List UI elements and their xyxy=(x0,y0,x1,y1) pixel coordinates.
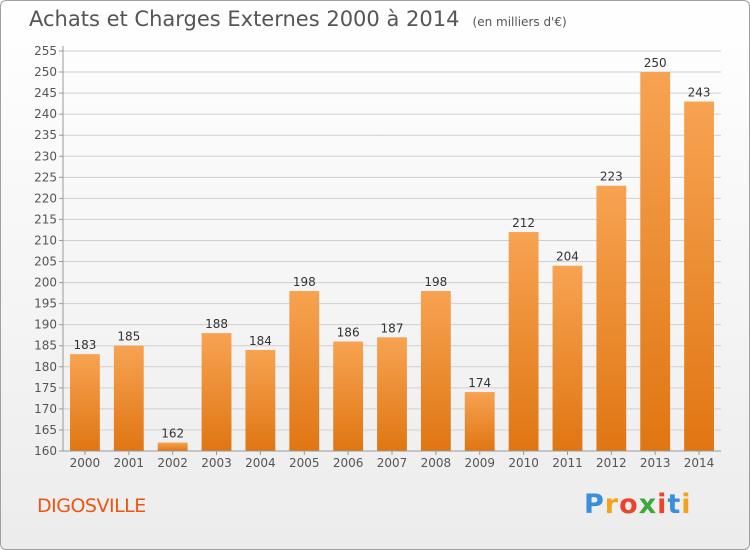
logo-letter: i xyxy=(657,489,668,520)
y-tick-label: 225 xyxy=(34,170,57,184)
bar-value-label: 183 xyxy=(73,338,96,352)
y-tick-label: 220 xyxy=(34,191,57,205)
bar-value-label: 223 xyxy=(600,170,623,184)
bar-value-label: 198 xyxy=(293,275,316,289)
bar xyxy=(333,341,364,451)
axes: 160 165 170 175 180 185 190 195 200 205 210 215 220 2… xyxy=(34,44,721,470)
bar xyxy=(464,392,495,451)
bar-value-label: 186 xyxy=(337,326,360,340)
x-tick-label: 2000 xyxy=(70,456,101,470)
bar xyxy=(289,291,320,451)
y-tick-label: 195 xyxy=(34,297,57,311)
y-tick-label: 200 xyxy=(34,276,57,290)
bar xyxy=(420,291,451,451)
logo-letter: t xyxy=(667,489,682,520)
y-tick-label: 165 xyxy=(34,423,57,437)
y-tick-label: 190 xyxy=(34,318,57,332)
bar-value-label: 184 xyxy=(249,334,272,348)
x-tick-label: 2012 xyxy=(596,456,627,470)
y-tick-label: 180 xyxy=(34,360,57,374)
logo-letter: r xyxy=(604,489,620,520)
y-tick-label: 230 xyxy=(34,149,57,163)
chart-unit-label: (en milliers d'€) xyxy=(472,15,567,29)
logo-letter: o xyxy=(619,489,639,520)
bar-value-label: 204 xyxy=(556,250,579,264)
bar-value-label: 187 xyxy=(381,321,404,335)
y-tick-label: 170 xyxy=(34,402,57,416)
bar-value-label: 185 xyxy=(117,330,140,344)
bar-value-label: 212 xyxy=(512,216,535,230)
y-tick-label: 235 xyxy=(34,128,57,142)
y-tick-label: 175 xyxy=(34,381,57,395)
bar xyxy=(508,232,539,451)
logo-letter: P xyxy=(584,489,605,520)
bar xyxy=(113,345,144,451)
logo-letter: x xyxy=(638,489,658,520)
bar xyxy=(70,354,100,451)
x-tick-label: 2011 xyxy=(552,456,583,470)
y-tick-label: 210 xyxy=(34,233,57,247)
bar-value-label: 250 xyxy=(644,56,667,70)
bar-value-label: 174 xyxy=(468,376,491,390)
bar xyxy=(684,101,714,452)
bar xyxy=(640,72,671,451)
y-tick-label: 245 xyxy=(34,86,57,100)
bar xyxy=(201,333,232,451)
bar xyxy=(245,349,276,451)
bar xyxy=(596,185,627,451)
y-tick-label: 255 xyxy=(34,44,57,58)
chart-title: Achats et Charges Externes 2000 à 2014 xyxy=(29,7,460,31)
title-row: Achats et Charges Externes 2000 à 2014 (… xyxy=(29,7,567,31)
bar-value-label: 243 xyxy=(688,86,711,100)
bar-value-label: 198 xyxy=(424,275,447,289)
city-name: DIGOSVILLE xyxy=(37,495,146,517)
x-tick-label: 2005 xyxy=(289,456,320,470)
x-tick-label: 2010 xyxy=(508,456,539,470)
x-tick-label: 2014 xyxy=(684,456,715,470)
bar-value-label: 162 xyxy=(161,427,184,441)
y-tick-label: 240 xyxy=(34,107,57,121)
bar xyxy=(157,442,188,451)
x-tick-label: 2002 xyxy=(157,456,188,470)
y-tick-label: 160 xyxy=(34,444,57,458)
logo-letter: i xyxy=(681,489,692,520)
x-tick-label: 2009 xyxy=(464,456,495,470)
x-tick-label: 2013 xyxy=(640,456,671,470)
y-tick-label: 185 xyxy=(34,339,57,353)
x-tick-label: 2003 xyxy=(201,456,232,470)
x-tick-label: 2008 xyxy=(421,456,452,470)
bar xyxy=(552,265,583,451)
bar xyxy=(377,337,407,451)
y-tick-label: 205 xyxy=(34,255,57,269)
y-tick-label: 215 xyxy=(34,212,57,226)
bars: 183 185 162 188 184 198 186 187 198 174 212 204 223 2… xyxy=(70,56,714,452)
bar-value-label: 188 xyxy=(205,317,228,331)
x-tick-label: 2006 xyxy=(333,456,364,470)
x-tick-label: 2007 xyxy=(377,456,408,470)
proxiti-logo: Proxiti xyxy=(584,489,692,520)
y-tick-label: 250 xyxy=(34,65,57,79)
x-tick-label: 2004 xyxy=(245,456,276,470)
x-tick-label: 2001 xyxy=(114,456,145,470)
